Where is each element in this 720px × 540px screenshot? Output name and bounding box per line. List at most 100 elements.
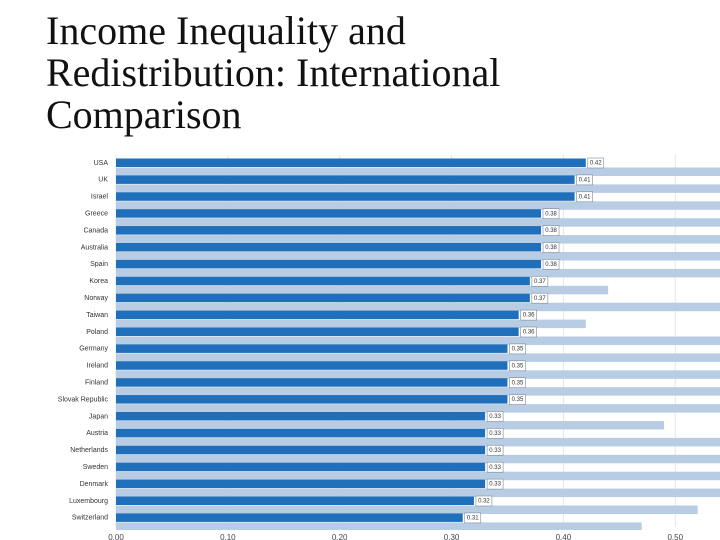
x-tick-label: 0.40 — [556, 533, 572, 540]
bar — [116, 412, 486, 421]
y-tick-label: Switzerland — [72, 515, 108, 522]
data-label: 0.32 — [478, 499, 490, 505]
data-label: 0.33 — [489, 448, 501, 454]
y-tick-label: Austria — [86, 430, 108, 437]
y-tick-label: Netherlands — [70, 447, 108, 454]
y-tick-label: Canada — [83, 227, 108, 234]
data-label: 0.42 — [590, 161, 602, 167]
data-label: 0.38 — [545, 262, 557, 268]
data-label: 0.31 — [467, 515, 479, 521]
y-tick-label: Sweden — [83, 464, 108, 471]
bar-secondary — [116, 218, 720, 227]
bar — [116, 192, 575, 201]
data-label: 0.33 — [489, 465, 501, 471]
bar — [116, 327, 519, 336]
y-tick-label: Luxembourg — [69, 498, 108, 505]
bar — [116, 445, 486, 455]
bar — [116, 310, 519, 320]
bar — [116, 344, 508, 353]
bar-secondary — [116, 336, 720, 345]
bars — [116, 158, 720, 530]
bar — [116, 462, 486, 472]
bar-secondary — [116, 471, 720, 481]
data-label: 0.38 — [545, 228, 557, 234]
data-label-box — [509, 360, 526, 372]
bar-secondary — [116, 285, 609, 295]
data-label: 0.33 — [489, 431, 501, 437]
bar — [116, 259, 542, 269]
data-label-box — [509, 394, 526, 405]
data-label-box — [531, 275, 549, 287]
data-label-box — [509, 343, 526, 355]
data-label-box — [542, 242, 560, 253]
data-label-box — [486, 444, 504, 456]
x-tick-label: 0.20 — [332, 533, 348, 540]
y-tick-label: Korea — [89, 278, 108, 285]
data-label-box — [587, 157, 605, 169]
bar-secondary — [116, 421, 665, 430]
y-tick-label: Greece — [85, 211, 108, 218]
bar — [116, 276, 530, 286]
bar — [116, 293, 530, 303]
bar — [116, 158, 586, 167]
chart-title: Income Inequality and Redistribution: In… — [46, 8, 501, 137]
bar-secondary — [116, 319, 586, 329]
data-label: 0.38 — [545, 245, 557, 251]
y-tick-label: Spain — [90, 261, 108, 268]
data-label-box — [520, 326, 537, 338]
data-label: 0.33 — [489, 414, 501, 420]
data-label-box — [486, 411, 504, 422]
y-tick-label: Israel — [91, 194, 109, 201]
bar-secondary — [116, 437, 720, 447]
y-tick-label: Poland — [86, 329, 108, 336]
bar — [116, 243, 542, 252]
bar — [116, 496, 474, 505]
bar — [116, 175, 575, 184]
bar-secondary — [116, 488, 720, 498]
labels: 0.00 0.10 0.20 0.30 0.40 0.50 USA 0.42 UK 0.41 Isr… — [58, 157, 684, 540]
bar-secondary — [116, 522, 642, 530]
bar-secondary — [116, 353, 720, 362]
data-label: 0.38 — [545, 211, 557, 217]
bar-secondary — [116, 387, 720, 396]
data-label-box — [531, 292, 549, 304]
data-label: 0.37 — [534, 279, 546, 285]
data-label: 0.36 — [523, 313, 535, 319]
data-label-box — [486, 461, 504, 473]
x-tick-label: 0.00 — [108, 533, 124, 540]
bar-secondary — [116, 370, 720, 379]
bar-secondary — [116, 454, 720, 464]
y-tick-label: Ireland — [87, 363, 109, 370]
x-tick-label: 0.50 — [667, 533, 683, 540]
y-tick-label: Taiwan — [86, 312, 108, 319]
data-label-box — [464, 512, 482, 524]
bar — [116, 395, 508, 404]
bar-secondary — [116, 505, 698, 514]
bar-secondary — [116, 404, 720, 413]
data-label: 0.41 — [579, 194, 591, 200]
data-label-box — [542, 208, 560, 219]
y-tick-label: Slovak Republic — [58, 396, 109, 403]
data-label-box — [542, 225, 560, 236]
bar-secondary — [116, 167, 720, 176]
data-label: 0.35 — [512, 346, 524, 352]
bar — [116, 226, 542, 235]
data-label-box — [542, 259, 560, 270]
data-label-box — [475, 495, 493, 507]
data-label-box — [520, 309, 537, 321]
data-label-box — [576, 174, 593, 186]
bar-secondary — [116, 201, 720, 210]
y-tick-label: Denmark — [80, 481, 109, 488]
data-label: 0.37 — [534, 296, 546, 302]
bar-secondary — [116, 235, 720, 244]
x-tick-label: 0.30 — [444, 533, 460, 540]
data-label: 0.33 — [489, 482, 501, 488]
data-label: 0.35 — [512, 380, 524, 386]
data-label-box — [486, 428, 504, 439]
y-tick-label: Australia — [81, 244, 108, 251]
y-tick-label: Germany — [79, 346, 108, 353]
y-tick-label: Japan — [89, 413, 108, 420]
bar — [116, 428, 486, 438]
